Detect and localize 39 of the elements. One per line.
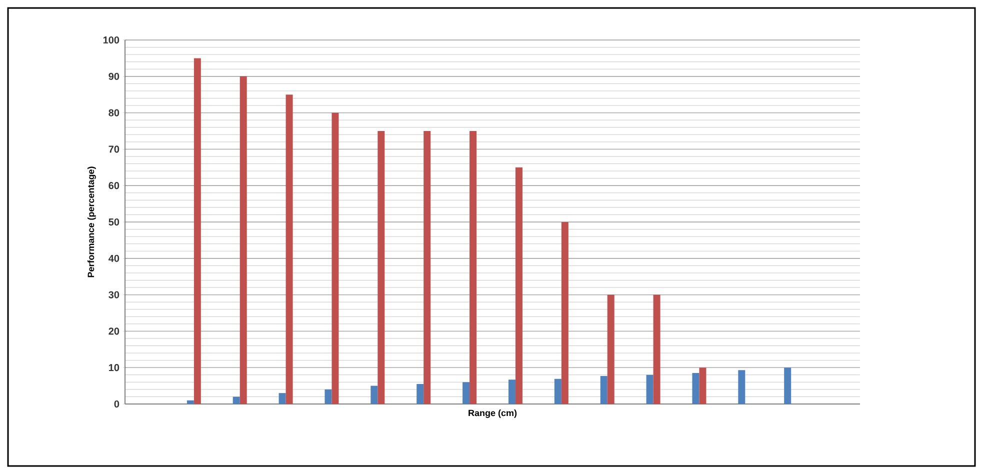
y-tick-label: 90 <box>108 72 120 80</box>
bar <box>194 58 201 404</box>
bar <box>699 368 706 404</box>
bar <box>286 94 293 404</box>
bar <box>470 130 477 404</box>
y-tick-label: 10 <box>108 364 120 372</box>
y-tick-label: 30 <box>108 291 120 298</box>
bar <box>784 368 792 404</box>
y-tick-label: 0 <box>114 400 120 408</box>
bar <box>232 396 240 404</box>
bar <box>462 382 470 404</box>
bar <box>378 130 385 404</box>
y-tick-label: 50 <box>108 218 120 226</box>
bar <box>240 76 247 404</box>
bar <box>332 112 339 404</box>
bar <box>738 370 746 404</box>
bar <box>186 400 194 404</box>
bar <box>607 294 614 404</box>
y-tick-label: 80 <box>108 109 120 116</box>
bar <box>600 376 608 404</box>
y-tick-label: 40 <box>108 254 120 262</box>
bar <box>424 130 431 404</box>
bar <box>370 386 378 404</box>
bar <box>554 378 562 404</box>
y-tick-label: 60 <box>108 182 120 190</box>
bar <box>278 393 286 404</box>
x-axis-title: Range (cm) <box>468 410 517 418</box>
bar <box>646 374 654 404</box>
y-axis-title: Performance (percentage) <box>88 166 96 278</box>
bar <box>508 380 516 404</box>
y-tick-label: 20 <box>108 328 120 335</box>
bar <box>561 222 568 404</box>
bar <box>416 384 424 404</box>
bar <box>692 373 700 404</box>
y-tick-label: 70 <box>108 146 120 153</box>
bar <box>324 389 332 404</box>
bar <box>515 167 522 404</box>
y-tick-label: 100 <box>103 36 120 44</box>
bar <box>653 294 660 404</box>
